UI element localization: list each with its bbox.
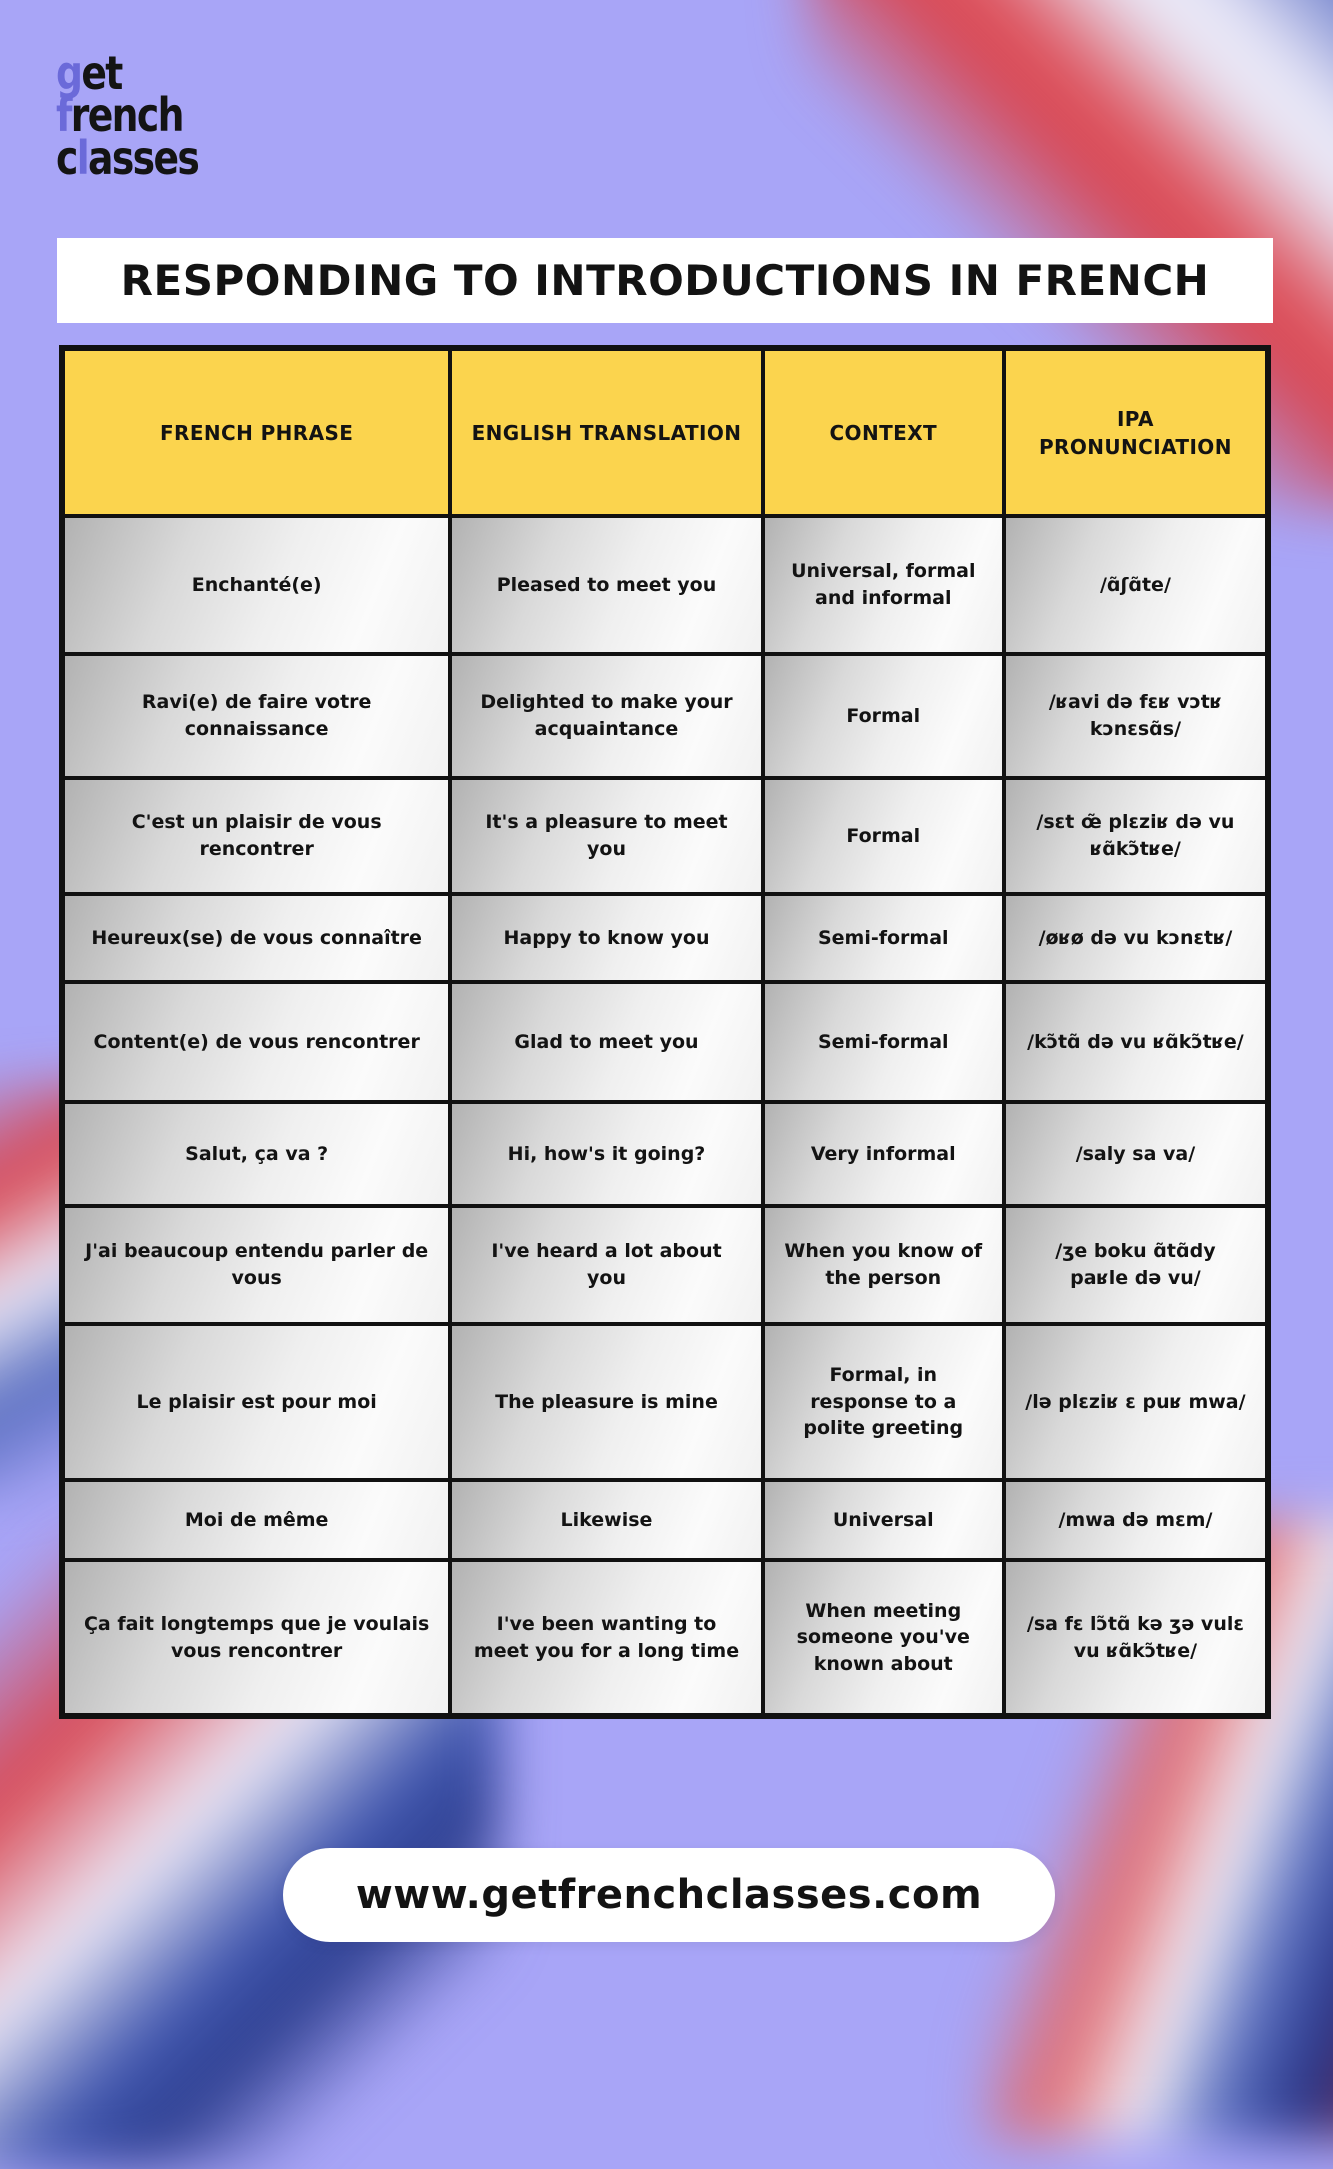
cell-french-phrase: Le plaisir est pour moi [59, 1322, 453, 1482]
table-row: Salut, ça va ? Hi, how's it going? Very in… [59, 1100, 1271, 1208]
col-header-ipa-pronunciation: IPA PRONUNCIATION [1001, 346, 1271, 518]
cell-context: Formal [760, 652, 1006, 780]
cell-english-translation: It's a pleasure to meet you [448, 776, 765, 896]
website-pill: www.getfrenchclasses.com [283, 1848, 1055, 1942]
cell-french-phrase: Salut, ça va ? [59, 1100, 453, 1208]
header-row: FRENCH PHRASE ENGLISH TRANSLATION CONTEX… [59, 346, 1271, 518]
cell-french-phrase: C'est un plaisir de vous rencontrer [59, 776, 453, 896]
cell-english-translation: I've been wanting to meet you for a long… [448, 1558, 765, 1718]
cell-context: Semi-formal [760, 892, 1006, 984]
logo-line-get: get [56, 46, 123, 100]
get-french-classes-logo: get french classes [56, 46, 200, 185]
cell-ipa-pronunciation: /ʁavi də fɛʁ vɔtʁ kɔnɛsɑ̃s/ [1001, 652, 1271, 780]
cell-ipa-pronunciation: /mwa də mɛm/ [1001, 1478, 1271, 1562]
table-header: FRENCH PHRASE ENGLISH TRANSLATION CONTEX… [59, 346, 1271, 518]
cell-ipa-pronunciation: /lə plɛziʁ ɛ puʁ mwa/ [1001, 1322, 1271, 1482]
table-row: Ça fait longtemps que je voulais vous re… [59, 1558, 1271, 1718]
cell-context: Universal [760, 1478, 1006, 1562]
page-title: RESPONDING TO INTRODUCTIONS IN FRENCH [120, 256, 1210, 305]
table-row: Ravi(e) de faire votre connaissance Delig… [59, 652, 1271, 780]
cell-english-translation: Likewise [448, 1478, 765, 1562]
cell-english-translation: Happy to know you [448, 892, 765, 984]
cell-ipa-pronunciation: /saly sa va/ [1001, 1100, 1271, 1208]
cell-french-phrase: Enchanté(e) [59, 514, 453, 656]
col-header-context: CONTEXT [760, 346, 1006, 518]
cell-french-phrase: J'ai beaucoup entendu parler de vous [59, 1204, 453, 1326]
cell-ipa-pronunciation: /sɛt œ̃ plɛziʁ də vu ʁɑ̃kɔ̃tʁe/ [1001, 776, 1271, 896]
cell-french-phrase: Moi de même [59, 1478, 453, 1562]
col-header-french-phrase: FRENCH PHRASE [59, 346, 453, 518]
website-url: www.getfrenchclasses.com [355, 1872, 983, 1918]
table-row: J'ai beaucoup entendu parler de vous I've… [59, 1204, 1271, 1326]
cell-english-translation: The pleasure is mine [448, 1322, 765, 1482]
cell-context: Universal, formal and informal [760, 514, 1006, 656]
cell-context: Very informal [760, 1100, 1006, 1208]
table-row: Enchanté(e) Pleased to meet you Universal,… [59, 514, 1271, 656]
cell-context: When meeting someone you've known about [760, 1558, 1006, 1718]
phrase-table: FRENCH PHRASE ENGLISH TRANSLATION CONTEX… [59, 345, 1271, 1719]
cell-context: Formal, in response to a polite greeting [760, 1322, 1006, 1482]
cell-ipa-pronunciation: /øʁø də vu kɔnɛtʁ/ [1001, 892, 1271, 984]
table-row: Le plaisir est pour moi The pleasure is m… [59, 1322, 1271, 1482]
cell-english-translation: I've heard a lot about you [448, 1204, 765, 1326]
table-row: Heureux(se) de vous connaître Happy to kn… [59, 892, 1271, 984]
cell-french-phrase: Ravi(e) de faire votre connaissance [59, 652, 453, 780]
cell-context: When you know of the person [760, 1204, 1006, 1326]
logo-line-french: french [56, 88, 184, 143]
cell-french-phrase: Content(e) de vous rencontrer [59, 980, 453, 1104]
logo-line-classes: classes [56, 130, 200, 185]
table-row: C'est un plaisir de vous rencontrer It's … [59, 776, 1271, 896]
title-banner: RESPONDING TO INTRODUCTIONS IN FRENCH [57, 238, 1273, 323]
cell-context: Formal [760, 776, 1006, 896]
cell-ipa-pronunciation: /sa fɛ lɔ̃tɑ̃ kə ʒə vulɛ vu ʁɑ̃kɔ̃tʁe/ [1001, 1558, 1271, 1718]
cell-context: Semi-formal [760, 980, 1006, 1104]
cell-ipa-pronunciation: /kɔ̃tɑ̃ də vu ʁɑ̃kɔ̃tʁe/ [1001, 980, 1271, 1104]
cell-english-translation: Delighted to make your acquaintance [448, 652, 765, 780]
cell-ipa-pronunciation: /ʒe boku ɑ̃tɑ̃dy paʁle də vu/ [1001, 1204, 1271, 1326]
table-row: Moi de même Likewise Universal/mwa də mɛm/ [59, 1478, 1271, 1562]
col-header-english-translation: ENGLISH TRANSLATION [448, 346, 765, 518]
cell-french-phrase: Heureux(se) de vous connaître [59, 892, 453, 984]
cell-english-translation: Glad to meet you [448, 980, 765, 1104]
table-row: Content(e) de vous rencontrer Glad to mee… [59, 980, 1271, 1104]
table-body: Enchanté(e) Pleased to meet you Universal,… [59, 514, 1271, 1718]
cell-french-phrase: Ça fait longtemps que je voulais vous re… [59, 1558, 453, 1718]
cell-english-translation: Pleased to meet you [448, 514, 765, 656]
cell-english-translation: Hi, how's it going? [448, 1100, 765, 1208]
cell-ipa-pronunciation: /ɑ̃ʃɑ̃te/ [1001, 514, 1271, 656]
